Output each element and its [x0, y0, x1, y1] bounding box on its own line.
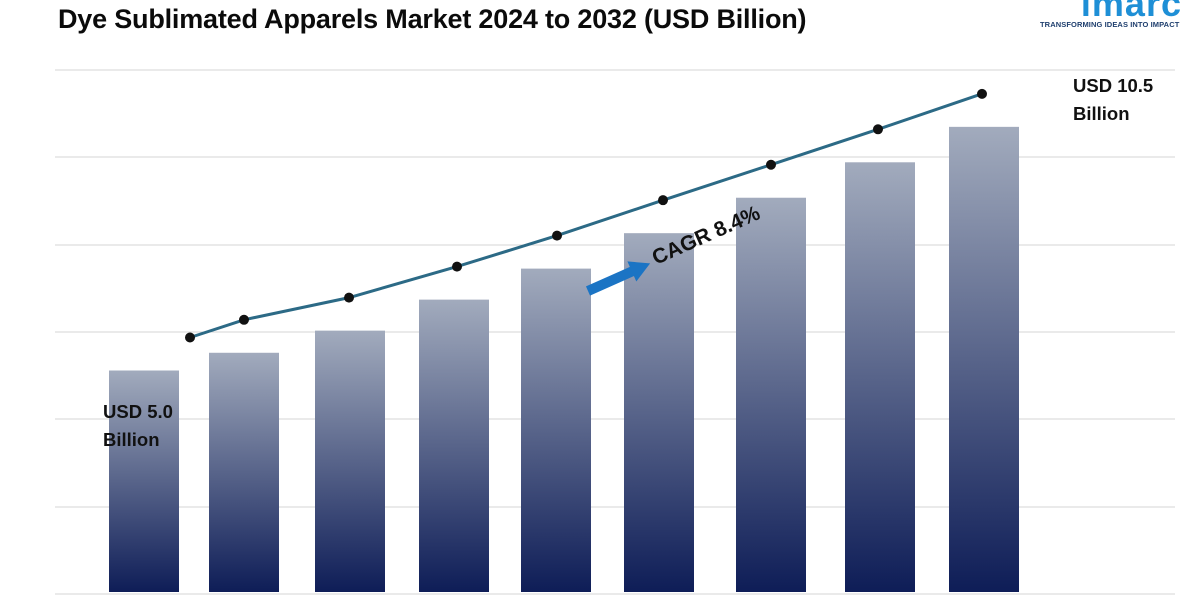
bar-2030: [736, 197, 806, 593]
trend-point-2028: [552, 230, 562, 241]
trend-point-2032: [977, 88, 987, 99]
trend-markers: [185, 88, 987, 343]
trend-point-2030: [766, 159, 776, 170]
company-logo: imarc TRANSFORMING IDEAS INTO IMPACT: [1036, 0, 1200, 32]
logo-wordmark: imarc: [1080, 0, 1182, 24]
bar-2028: [521, 268, 591, 592]
trend-point-2027: [452, 261, 462, 272]
bar-2024: [109, 370, 179, 592]
cagr-arrow-shaft: [585, 266, 636, 296]
trend-point-2025: [239, 314, 249, 325]
trend-point-2024: [185, 332, 195, 343]
bar-2027: [419, 299, 489, 592]
page-title: Dye Sublimated Apparels Market 2024 to 2…: [58, 4, 807, 34]
bar-2032: [949, 126, 1019, 592]
end-value-label-line2: Billion: [1073, 103, 1130, 124]
bar-2029: [624, 233, 694, 593]
cagr-arrow-head: [627, 261, 651, 282]
logo-tagline: TRANSFORMING IDEAS INTO IMPACT: [1040, 20, 1180, 29]
bar-2031: [845, 162, 915, 593]
bar-2026: [315, 330, 385, 592]
trend-point-2026: [344, 292, 354, 303]
end-value-label-line1: USD 10.5: [1073, 75, 1153, 96]
bar-2025: [209, 352, 279, 592]
bars: [109, 126, 1019, 593]
trend-point-2031: [873, 124, 883, 135]
start-value-label-line1: USD 5.0: [103, 401, 173, 422]
start-value-label-line2: Billion: [103, 429, 160, 450]
trend-point-2029: [658, 195, 668, 206]
cagr-arrow: [585, 261, 651, 296]
